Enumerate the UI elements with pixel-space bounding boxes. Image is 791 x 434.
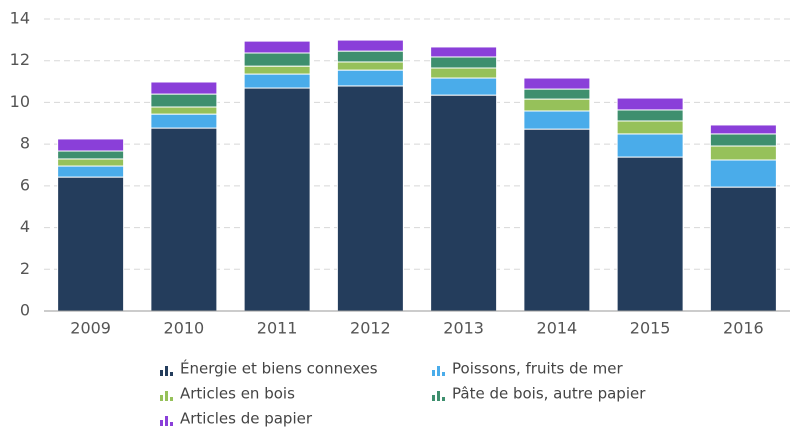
legend-icon xyxy=(170,422,173,426)
bar-segment xyxy=(523,110,591,130)
x-tick-label: 2011 xyxy=(257,319,298,338)
legend-label: Poissons, fruits de mer xyxy=(452,360,623,378)
x-tick-label: 2012 xyxy=(350,319,391,338)
y-tick-label: 2 xyxy=(20,259,30,278)
legend-icon xyxy=(432,395,435,401)
bar-segment xyxy=(430,77,498,96)
x-tick-label: 2014 xyxy=(537,319,578,338)
bar-segment xyxy=(243,65,311,75)
bar-segment xyxy=(709,145,777,161)
bar-segment xyxy=(709,133,777,147)
legend-icon xyxy=(437,391,440,401)
legend-icon xyxy=(437,366,440,376)
legend-icon xyxy=(442,397,445,401)
bar-segment xyxy=(150,106,218,115)
legend-icon xyxy=(432,370,435,376)
x-tick-label: 2013 xyxy=(443,319,484,338)
y-tick-label: 10 xyxy=(10,92,30,111)
bar-segment xyxy=(336,85,404,312)
bar-segment xyxy=(150,93,218,108)
bar-segment xyxy=(430,67,498,79)
x-tick-label: 2010 xyxy=(164,319,205,338)
bar-segment xyxy=(523,77,591,90)
bar-segment xyxy=(57,138,125,152)
bar-segment xyxy=(709,124,777,135)
bar-segment xyxy=(243,73,311,89)
bar-segment xyxy=(616,109,684,122)
x-tick-label: 2015 xyxy=(630,319,671,338)
bar-segment xyxy=(150,81,218,95)
y-tick-label: 8 xyxy=(20,134,30,153)
bar-segment xyxy=(523,88,591,100)
legend-icon xyxy=(165,366,168,376)
legend-icon xyxy=(170,397,173,401)
bar-segment xyxy=(150,113,218,129)
y-tick-label: 6 xyxy=(20,175,30,194)
bar-segment xyxy=(616,120,684,135)
bar-segment xyxy=(57,150,125,160)
legend-icon xyxy=(160,370,163,376)
bar-segment xyxy=(616,97,684,111)
legend-icon xyxy=(442,372,445,376)
legend-label: Articles en bois xyxy=(180,385,295,403)
bar-segment xyxy=(57,176,125,312)
bar-segment xyxy=(57,158,125,167)
bar-segment xyxy=(709,186,777,312)
bar-segment xyxy=(430,56,498,69)
bar-segment xyxy=(430,46,498,58)
bar-segment xyxy=(243,52,311,67)
bar-segment xyxy=(709,159,777,188)
bar-segment xyxy=(336,50,404,63)
bar-segment xyxy=(523,98,591,112)
legend-label: Pâte de bois, autre papier xyxy=(452,385,646,403)
bar-segment xyxy=(243,40,311,54)
legend-label: Énergie et biens connexes xyxy=(180,359,378,378)
legend-icon xyxy=(160,395,163,401)
bar-segment xyxy=(616,133,684,158)
bar-segment xyxy=(523,128,591,312)
legend-icon xyxy=(160,420,163,426)
bar-segment xyxy=(57,165,125,178)
bar-segment xyxy=(150,127,218,312)
y-tick-label: 14 xyxy=(10,9,30,28)
bar-segment xyxy=(430,94,498,312)
y-tick-label: 0 xyxy=(20,301,30,320)
legend-icon xyxy=(165,391,168,401)
bar-segment xyxy=(243,87,311,312)
y-tick-label: 4 xyxy=(20,217,30,236)
bar-segment xyxy=(336,69,404,87)
legend-icon xyxy=(170,372,173,376)
x-tick-label: 2009 xyxy=(70,319,111,338)
x-tick-label: 2016 xyxy=(723,319,764,338)
bar-segment xyxy=(336,39,404,52)
legend-label: Articles de papier xyxy=(180,410,313,428)
y-tick-label: 12 xyxy=(10,50,30,69)
bar-segment xyxy=(336,61,404,71)
bar-segment xyxy=(616,156,684,312)
legend-icon xyxy=(165,416,168,426)
